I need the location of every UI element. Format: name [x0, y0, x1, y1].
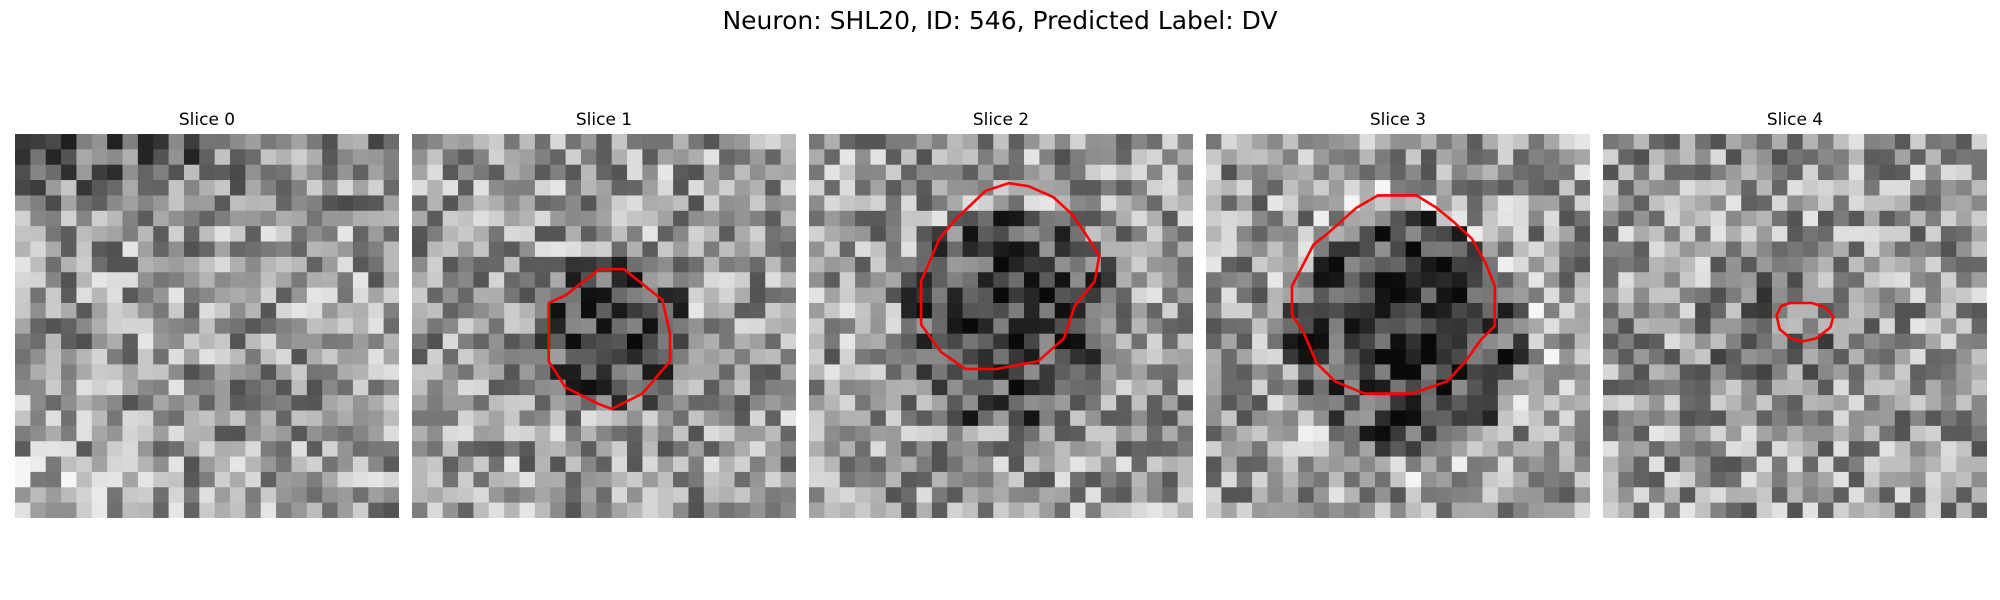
pixel-grid: [809, 134, 1193, 518]
slice-panel-4: Slice 4: [1603, 108, 1987, 518]
pixel-grid: [15, 134, 399, 518]
slice-image: [1603, 134, 1987, 518]
slice-title: Slice 0: [178, 110, 236, 130]
slice-panel-2: Slice 2: [809, 108, 1193, 518]
roi-contour: [547, 267, 672, 411]
slice-image: [1206, 134, 1590, 518]
pixel-grid: [1603, 134, 1987, 518]
slice-title: Slice 4: [1766, 110, 1824, 130]
slice-panel-3: Slice 3: [1206, 108, 1590, 518]
pixel-grid: [412, 134, 796, 518]
roi-contour: [1775, 301, 1835, 343]
figure-title: Neuron: SHL20, ID: 546, Predicted Label:…: [722, 6, 1278, 35]
roi-contour: [919, 181, 1101, 371]
slice-image: [412, 134, 796, 518]
slice-panel-0: Slice 0: [15, 108, 399, 518]
slice-panel-1: Slice 1: [412, 108, 796, 518]
slice-title: Slice 1: [575, 110, 633, 130]
slice-image: [15, 134, 399, 518]
roi-contour: [1290, 194, 1497, 395]
pixel-grid: [1206, 134, 1590, 518]
slice-image: [809, 134, 1193, 518]
slice-title: Slice 2: [972, 110, 1030, 130]
slice-title: Slice 3: [1369, 110, 1427, 130]
